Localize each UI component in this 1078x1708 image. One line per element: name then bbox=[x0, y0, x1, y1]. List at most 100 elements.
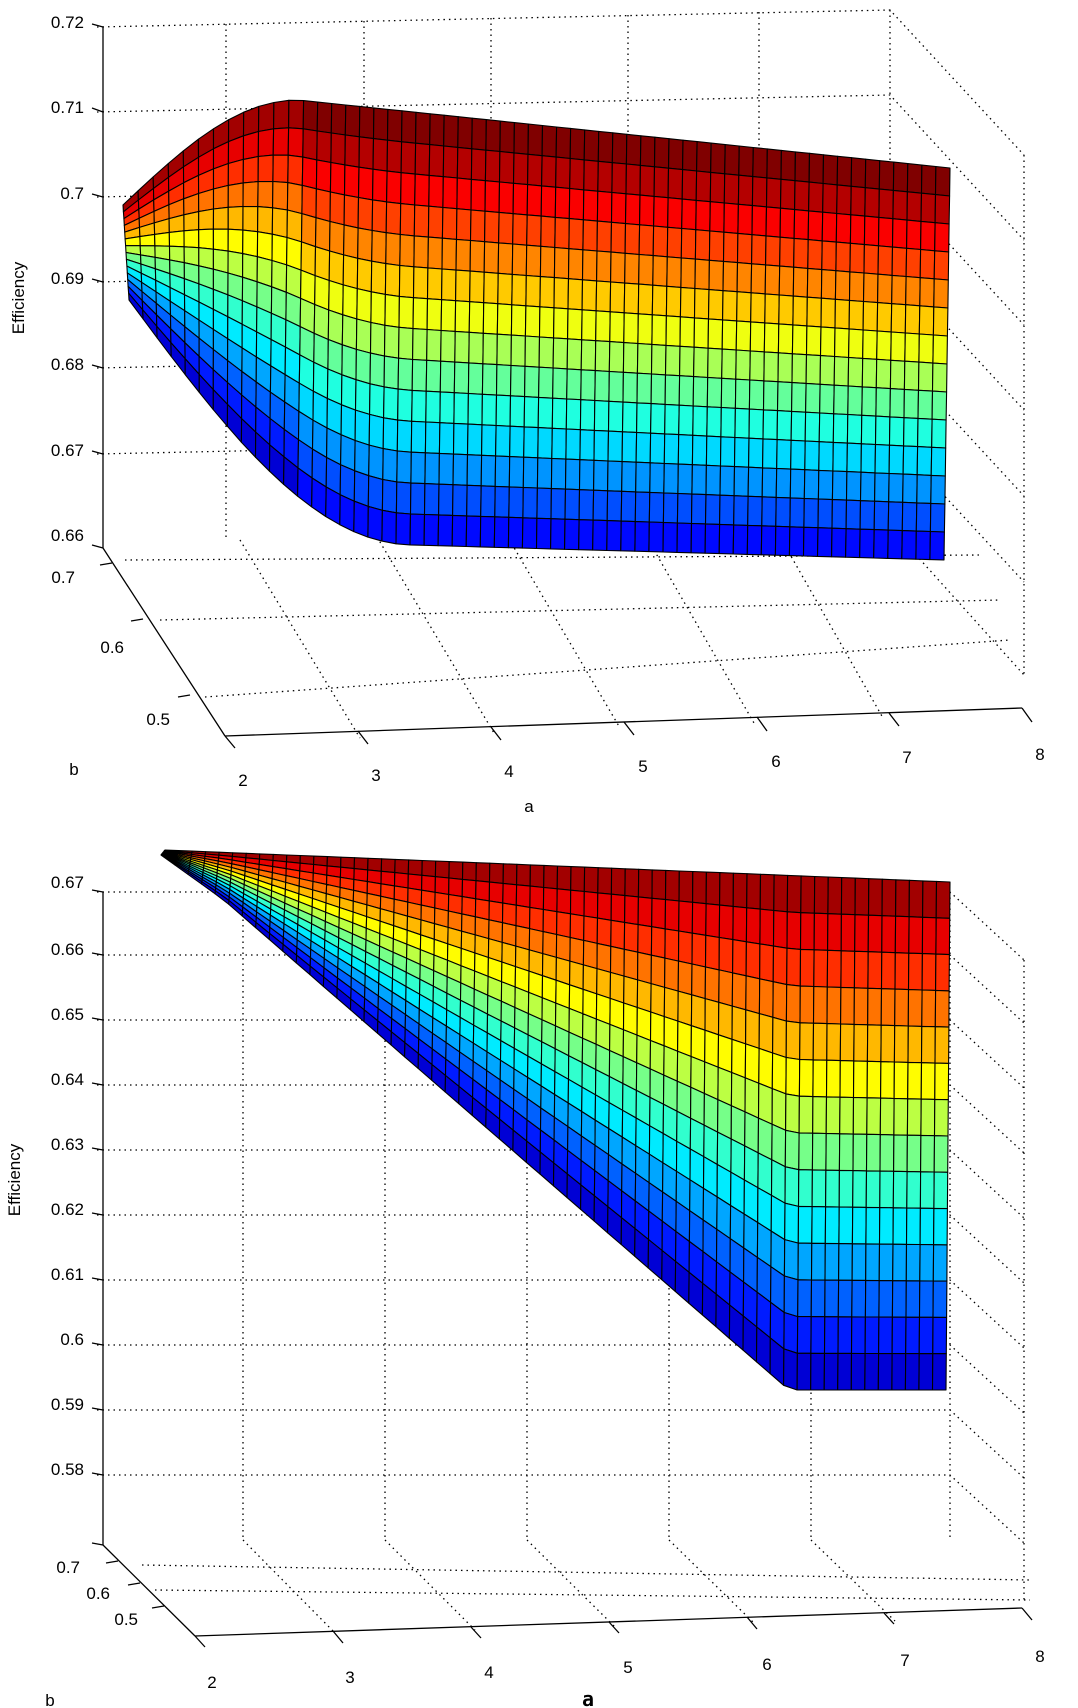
surface-facet bbox=[691, 434, 708, 466]
surface-facet bbox=[256, 231, 273, 262]
surface-facet bbox=[341, 344, 357, 381]
surface-facet bbox=[400, 172, 416, 206]
surface-facet bbox=[468, 331, 484, 365]
surface-facet bbox=[271, 207, 288, 239]
surface-facet bbox=[798, 1058, 814, 1098]
surface-facet bbox=[624, 895, 639, 926]
surface-facet bbox=[434, 876, 450, 896]
surface-facet bbox=[607, 400, 624, 433]
surface-facet bbox=[580, 369, 596, 402]
surface-facet bbox=[286, 209, 303, 243]
surface-facet bbox=[595, 310, 611, 343]
surface-facet bbox=[920, 1062, 936, 1100]
surface-facet bbox=[779, 207, 796, 239]
surface-facet bbox=[607, 430, 624, 463]
surface-facet bbox=[537, 427, 553, 460]
surface-facet bbox=[736, 291, 752, 323]
surface-facet bbox=[624, 868, 640, 898]
surface-facet bbox=[824, 1242, 840, 1281]
x-tick-label: 3 bbox=[345, 1668, 354, 1687]
z-tick-label: 0.66 bbox=[51, 526, 84, 545]
surface-facet bbox=[438, 483, 454, 516]
surface-facet bbox=[797, 1279, 813, 1318]
surface-facet bbox=[525, 274, 541, 308]
surface-facet bbox=[583, 866, 599, 894]
surface-facet bbox=[609, 971, 625, 1004]
x-tick-label: 4 bbox=[484, 1663, 493, 1682]
surface-facet bbox=[826, 1023, 842, 1062]
surface-facet bbox=[877, 1352, 893, 1391]
surface-facet bbox=[788, 526, 805, 557]
surface-facet bbox=[905, 275, 921, 307]
surface-facet bbox=[920, 1025, 936, 1064]
surface-facet bbox=[427, 236, 443, 270]
surface-facet bbox=[372, 138, 389, 172]
surface-facet bbox=[497, 272, 513, 306]
surface-facet bbox=[765, 206, 782, 238]
surface-facet bbox=[426, 328, 442, 362]
surface-facet bbox=[906, 1171, 922, 1209]
surface-facet bbox=[426, 298, 443, 332]
surface-facet bbox=[368, 444, 384, 481]
surface-facet bbox=[501, 902, 517, 927]
surface-facet bbox=[905, 247, 922, 279]
surface-facet bbox=[625, 163, 641, 196]
surface-facet bbox=[731, 1005, 747, 1045]
surface-facet bbox=[666, 226, 683, 259]
surface-facet bbox=[706, 406, 722, 438]
surface-facet bbox=[778, 294, 794, 326]
surface-facet bbox=[242, 105, 260, 137]
axes bbox=[91, 889, 1033, 1648]
surface-facet bbox=[664, 957, 680, 992]
surface-facet bbox=[371, 229, 387, 265]
surface-facet bbox=[932, 334, 948, 365]
surface-facet bbox=[691, 464, 707, 496]
surface-facet bbox=[342, 254, 359, 290]
x-tick-label: 2 bbox=[207, 1673, 216, 1692]
z-tick-label: 0.69 bbox=[51, 269, 84, 288]
surface-facet bbox=[784, 1129, 800, 1171]
surface-facet bbox=[919, 1207, 935, 1246]
y-axis-label: b bbox=[69, 760, 78, 779]
surface-facet bbox=[650, 954, 666, 988]
surface-facet bbox=[343, 224, 359, 259]
surface-facet bbox=[524, 365, 540, 398]
surface-facet bbox=[934, 1026, 950, 1064]
x-axis-label: a bbox=[524, 797, 534, 816]
surface-facet bbox=[860, 414, 877, 446]
surface-facet bbox=[437, 514, 454, 547]
surface-facet bbox=[401, 110, 417, 144]
surface-facet bbox=[611, 132, 628, 165]
surface-facet bbox=[480, 485, 496, 518]
surface-facet bbox=[441, 237, 458, 271]
surface-facet bbox=[330, 102, 347, 136]
surface-facet bbox=[407, 859, 423, 876]
surface-facet bbox=[917, 361, 934, 392]
surface-facet bbox=[763, 351, 779, 383]
surface-facet bbox=[396, 450, 412, 484]
surface-facet bbox=[746, 873, 762, 910]
surface-facet bbox=[719, 465, 736, 497]
surface-facet bbox=[850, 157, 867, 189]
surface-facet bbox=[732, 939, 747, 977]
surface-facet bbox=[776, 439, 792, 470]
surface-facet bbox=[919, 1171, 935, 1209]
surface-facet bbox=[690, 493, 707, 525]
surface-facet bbox=[915, 502, 932, 533]
surface-facet bbox=[931, 1353, 947, 1391]
surface-facet bbox=[693, 287, 710, 320]
surface-facet bbox=[704, 523, 721, 555]
surface-facet bbox=[720, 377, 737, 409]
surface-facet bbox=[653, 195, 669, 228]
surface-facet bbox=[624, 193, 641, 226]
surface-facet bbox=[752, 146, 768, 179]
surface-facet bbox=[707, 347, 723, 379]
surface-facet bbox=[764, 264, 781, 296]
surface-facet bbox=[891, 246, 908, 278]
surface-facet bbox=[920, 1098, 936, 1137]
surface-facet bbox=[803, 497, 819, 529]
surface-facet bbox=[835, 212, 852, 244]
surface-facet bbox=[745, 975, 761, 1015]
surface-facet bbox=[569, 127, 586, 161]
surface-facet bbox=[877, 245, 894, 276]
